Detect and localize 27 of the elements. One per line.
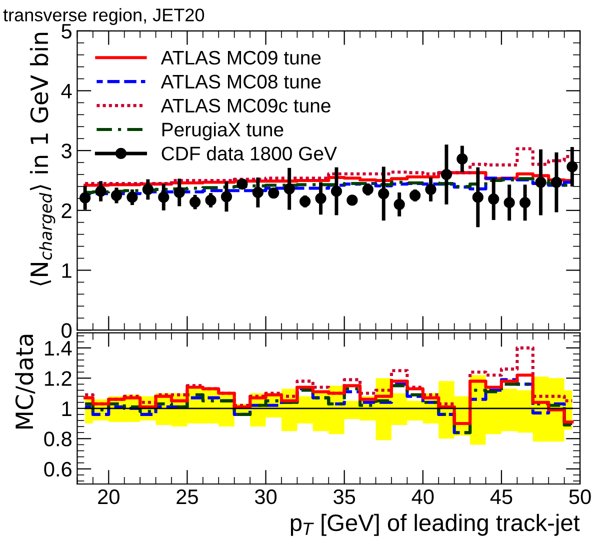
x-tick-label: 25 bbox=[176, 489, 198, 504]
y-tick-label: 1.4 bbox=[44, 341, 72, 356]
legend-label: CDF data 1800 GeV bbox=[162, 146, 337, 160]
x-tick-label: 45 bbox=[490, 490, 512, 504]
legend-label: ATLAS MC08 tune bbox=[160, 74, 321, 89]
x-tick-label: 30 bbox=[254, 489, 277, 504]
x-tick-label: 20 bbox=[98, 489, 120, 504]
y-tick-label: 2 bbox=[62, 203, 72, 218]
legend-label: ATLAS MC09 tune bbox=[160, 50, 321, 65]
x-tick-label: 40 bbox=[412, 489, 434, 504]
x-tick-label: 35 bbox=[334, 489, 356, 504]
x-tick-label: 50 bbox=[569, 489, 591, 504]
y-tick-label: 5 bbox=[62, 24, 72, 39]
y-axis-title: MC/data bbox=[14, 334, 36, 428]
y-tick-label: 0.8 bbox=[44, 432, 72, 446]
chart-title: transverse region, JET20 bbox=[3, 8, 204, 25]
legend-label: PerugiaX tune bbox=[162, 122, 284, 140]
x-axis-title: p$_{T}$ [GeV] of leading track-jet bbox=[290, 514, 580, 536]
y-tick-label: 4 bbox=[61, 84, 72, 98]
y-axis-title: ⟨N$_{charged}$⟩ in 1 GeV bin bbox=[30, 32, 56, 286]
y-tick-label: 1 bbox=[62, 263, 72, 278]
y-tick-label: 3 bbox=[62, 144, 72, 158]
y-tick-label: 0 bbox=[62, 323, 72, 338]
y-tick-label: 0.6 bbox=[44, 462, 72, 477]
y-tick-label: 1.2 bbox=[44, 371, 72, 386]
legend-label: ATLAS MC09c tune bbox=[160, 98, 330, 113]
y-tick-label: 1 bbox=[62, 402, 72, 416]
